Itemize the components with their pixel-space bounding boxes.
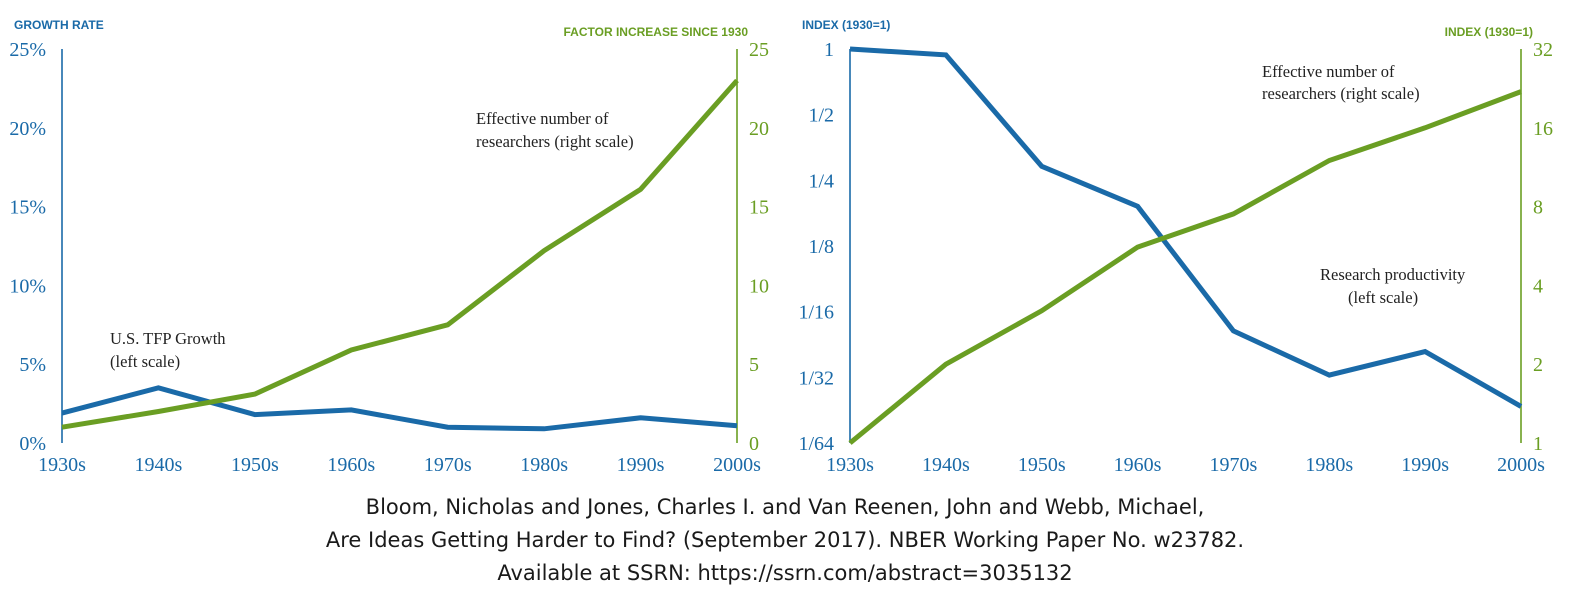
left-tick-label: 25% (9, 39, 46, 61)
x-tick-label: 2000s (713, 454, 761, 476)
x-tick-label: 1930s (826, 454, 874, 476)
x-tick-label: 1950s (231, 454, 279, 476)
series-line-right-scale (848, 89, 1522, 445)
x-tick-label: 1960s (327, 454, 375, 476)
left-tick-label: 5% (19, 354, 46, 376)
x-tick-label: 1940s (922, 454, 970, 476)
series-lines (848, 46, 1523, 445)
x-tick-label: 1930s (38, 454, 86, 476)
x-tick-label: 1990s (1401, 454, 1449, 476)
chart-panel-left: GROWTH RATE FACTOR INCREASE SINCE 1930 0… (9, 18, 769, 476)
right-axis-title: FACTOR INCREASE SINCE 1930 (564, 25, 749, 39)
left-tick-label: 20% (9, 118, 46, 140)
annotations: U.S. TFP Growth (left scale) Effective n… (110, 109, 634, 371)
left-tick-label: 1/16 (798, 302, 834, 324)
x-tick-label: 1970s (424, 454, 472, 476)
right-tick-label: 10 (749, 275, 769, 297)
left-tick-label: 15% (9, 197, 46, 219)
x-tick-label: 1990s (617, 454, 665, 476)
citation-line-3: Available at SSRN: https://ssrn.com/abst… (497, 561, 1073, 585)
right-tick-label: 1 (1533, 433, 1543, 455)
annotation-productivity-line2: (left scale) (1348, 288, 1418, 307)
x-tick-label: 1980s (1305, 454, 1353, 476)
annotations: Effective number of researchers (right s… (1262, 62, 1466, 307)
x-tick-label: 1960s (1114, 454, 1162, 476)
annotation-researchers-line2: researchers (right scale) (476, 132, 634, 151)
series-line-left-scale (61, 385, 738, 432)
left-tick-label: 10% (9, 275, 46, 297)
citation-line-2: Are Ideas Getting Harder to Find? (Septe… (325, 528, 1245, 552)
left-tick-label: 1/2 (808, 105, 834, 127)
right-tick-label: 16 (1533, 118, 1553, 140)
annotation-productivity-line1: Research productivity (1320, 265, 1466, 284)
annotation-researchers-line1: Effective number of (476, 109, 609, 128)
chart-panel-right: INDEX (1930=1) INDEX (1930=1) 1 1/2 1/4 1/8… (798, 18, 1553, 476)
right-tick-label: 32 (1533, 39, 1553, 61)
left-axis-title: GROWTH RATE (14, 18, 104, 32)
right-tick-label: 8 (1533, 197, 1543, 219)
x-tick-label: 1940s (135, 454, 183, 476)
right-tick-label: 25 (749, 39, 769, 61)
left-tick-label: 1/64 (798, 433, 834, 455)
left-tick-label: 1/32 (798, 367, 834, 389)
right-tick-label: 20 (749, 118, 769, 140)
series-line-right-scale (61, 78, 739, 430)
citation-line-1: Bloom, Nicholas and Jones, Charles I. an… (365, 495, 1205, 519)
x-tick-label: 1980s (520, 454, 568, 476)
tick-labels: 0% 5% 10% 15% 20% 25% 0 5 10 15 20 25 1930s 1940s 1950… (9, 39, 769, 476)
right-tick-label: 5 (749, 354, 759, 376)
annotation-tfp-line2: (left scale) (110, 352, 180, 371)
left-axis-title: INDEX (1930=1) (802, 18, 890, 32)
series-line-left-scale (849, 46, 1523, 409)
annotation-tfp-line1: U.S. TFP Growth (110, 329, 226, 348)
right-tick-label: 4 (1533, 275, 1543, 297)
right-tick-label: 0 (749, 433, 759, 455)
left-tick-label: 0% (19, 433, 46, 455)
tick-labels: 1 1/2 1/4 1/8 1/16 1/32 1/64 1 2 4 8 16 32 1930s 1940s… (798, 39, 1553, 476)
left-tick-label: 1 (824, 39, 834, 61)
left-tick-label: 1/4 (808, 170, 834, 192)
right-tick-label: 2 (1533, 354, 1543, 376)
right-axis-title: INDEX (1930=1) (1445, 25, 1533, 39)
left-tick-label: 1/8 (808, 236, 834, 258)
annotation-researchers-line1: Effective number of (1262, 62, 1395, 81)
right-tick-label: 15 (749, 197, 769, 219)
series-lines (61, 78, 739, 432)
x-tick-label: 1950s (1018, 454, 1066, 476)
x-tick-label: 2000s (1497, 454, 1545, 476)
x-tick-label: 1970s (1210, 454, 1258, 476)
annotation-researchers-line2: researchers (right scale) (1262, 84, 1420, 103)
